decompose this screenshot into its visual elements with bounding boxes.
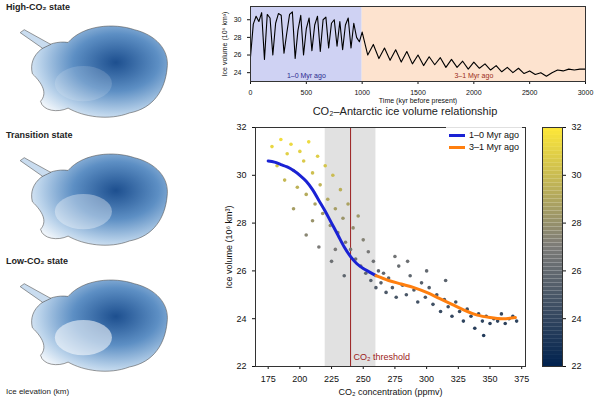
svg-text:Transition state: Transition state (6, 130, 73, 140)
svg-text:500: 500 (300, 89, 312, 96)
svg-text:175: 175 (261, 374, 276, 384)
svg-text:28: 28 (572, 218, 582, 228)
svg-text:22: 22 (572, 361, 582, 371)
svg-text:Low-CO₂ state: Low-CO₂ state (6, 256, 68, 266)
html-text:CO₂–Antarctic ice volume relat: CO₂–Antarctic ice volume relationship (312, 105, 498, 117)
svg-text:325: 325 (451, 374, 466, 384)
html-text:1–0 Myr ago: 1–0 Myr ago (469, 130, 519, 140)
svg-text:24: 24 (572, 314, 582, 324)
svg-text:30: 30 (236, 170, 246, 180)
svg-text:300: 300 (419, 374, 434, 384)
svg-text:Time (kyr before present): Time (kyr before present) (379, 97, 457, 105)
svg-text:28: 28 (236, 218, 246, 228)
svg-text:24: 24 (236, 314, 246, 324)
svg-text:Ice volume (10⁶ km³): Ice volume (10⁶ km³) (221, 12, 229, 77)
svg-text:1–0 Myr ago: 1–0 Myr ago (287, 72, 326, 80)
svg-text:22: 22 (236, 361, 246, 371)
svg-text:24: 24 (234, 69, 242, 76)
svg-text:225: 225 (324, 374, 339, 384)
svg-text:26: 26 (234, 51, 242, 58)
svg-text:3–1 Myr ago: 3–1 Myr ago (454, 72, 493, 80)
svg-text:26: 26 (572, 266, 582, 276)
svg-text:CO₂ threshold: CO₂ threshold (354, 352, 411, 362)
svg-text:200: 200 (292, 374, 307, 384)
svg-text:28: 28 (234, 34, 242, 41)
svg-text:275: 275 (387, 374, 402, 384)
svg-text:30: 30 (234, 16, 242, 23)
svg-text:2000: 2000 (466, 89, 482, 96)
svg-text:250: 250 (356, 374, 371, 384)
svg-text:0: 0 (249, 89, 253, 96)
html-text:3–1 Myr ago: 3–1 Myr ago (469, 142, 519, 152)
svg-text:CO₂ concentration (ppmv): CO₂ concentration (ppmv) (338, 387, 442, 397)
svg-text:3000: 3000 (578, 89, 594, 96)
svg-text:1500: 1500 (410, 89, 426, 96)
svg-text:Ice volume (10⁶ km³): Ice volume (10⁶ km³) (224, 205, 234, 288)
svg-text:2500: 2500 (522, 89, 538, 96)
svg-text:26: 26 (236, 266, 246, 276)
svg-text:30: 30 (572, 170, 582, 180)
svg-text:350: 350 (482, 374, 497, 384)
svg-text:32: 32 (572, 122, 582, 132)
svg-text:1000: 1000 (354, 89, 370, 96)
svg-text:High-CO₂ state: High-CO₂ state (6, 2, 70, 12)
svg-text:32: 32 (236, 122, 246, 132)
svg-text:375: 375 (514, 374, 529, 384)
svg-text:Ice elevation (km): Ice elevation (km) (6, 387, 69, 396)
